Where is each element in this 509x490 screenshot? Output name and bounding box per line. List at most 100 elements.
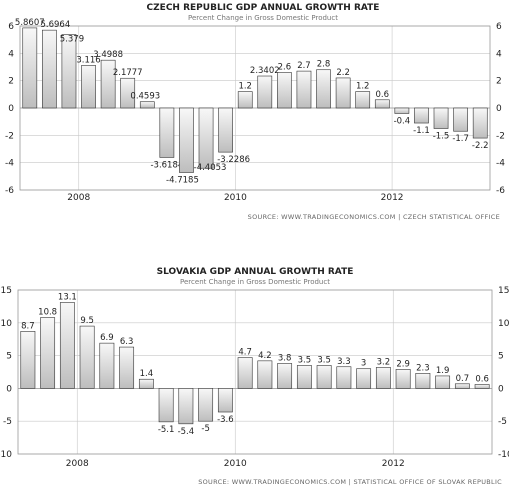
data-label: 3.116 bbox=[76, 55, 100, 65]
data-label: 5.6964 bbox=[41, 20, 71, 30]
y-tick-label-left: 10 bbox=[1, 319, 13, 329]
bar bbox=[20, 331, 36, 389]
data-label: 2.8 bbox=[317, 60, 331, 70]
bar bbox=[474, 384, 490, 389]
y-tick-label-right: -4 bbox=[496, 159, 505, 169]
x-tick-label: 2010 bbox=[224, 459, 247, 469]
chart-subtitle: Percent Change in Gross Domestic Product bbox=[180, 278, 330, 286]
bar bbox=[435, 375, 451, 389]
y-tick-label-left: 6 bbox=[8, 22, 14, 32]
bar bbox=[79, 325, 95, 389]
data-label: 0.6 bbox=[475, 374, 489, 384]
data-label: 1.9 bbox=[436, 366, 450, 376]
data-label: 3.5 bbox=[298, 355, 312, 365]
bar bbox=[296, 365, 312, 389]
y-tick-label-right: 15 bbox=[498, 286, 509, 296]
bar bbox=[22, 27, 38, 109]
bar bbox=[316, 69, 331, 109]
bar bbox=[61, 34, 77, 109]
bar bbox=[335, 77, 351, 109]
bar bbox=[414, 107, 429, 124]
data-label: -4.4053 bbox=[194, 163, 227, 173]
data-label: -1.5 bbox=[433, 132, 450, 142]
data-label: -5.1 bbox=[158, 425, 175, 435]
data-label: 1.4 bbox=[140, 369, 154, 379]
plot-frame bbox=[19, 25, 491, 191]
data-label: 9.5 bbox=[80, 316, 94, 326]
data-label: 0.6 bbox=[376, 90, 390, 100]
source-note: SOURCE: WWW.TRADINGECONOMICS.COM | CZECH… bbox=[248, 213, 500, 221]
y-tick-label-right: 2 bbox=[496, 77, 502, 87]
data-label: -5 bbox=[201, 424, 209, 434]
bar bbox=[217, 388, 233, 413]
y-tick-label-left: -10 bbox=[0, 450, 12, 460]
y-tick-label-right: -6 bbox=[496, 186, 505, 196]
bar bbox=[159, 107, 175, 158]
data-label: 10.8 bbox=[38, 308, 57, 318]
source-note: SOURCE: WWW.TRADINGECONOMICS.COM | STATI… bbox=[198, 478, 502, 486]
data-label: 3.3 bbox=[337, 357, 351, 367]
y-tick-label-left: -5 bbox=[3, 417, 12, 427]
bar bbox=[178, 388, 194, 425]
data-label: 5.379 bbox=[60, 34, 84, 44]
y-tick-label-right: 10 bbox=[498, 319, 509, 329]
data-label: 5.8607 bbox=[15, 18, 45, 28]
data-label: 13.1 bbox=[58, 292, 77, 302]
data-label: 0.7 bbox=[456, 374, 470, 384]
data-label: 3.4988 bbox=[93, 50, 123, 60]
bar bbox=[179, 107, 194, 173]
data-label: -3.6184 bbox=[150, 160, 183, 170]
data-label: 4.7 bbox=[238, 348, 252, 358]
y-tick-label-left: 0 bbox=[8, 104, 14, 114]
data-label: 2.6 bbox=[278, 62, 292, 72]
data-label: 3.8 bbox=[278, 353, 292, 363]
data-label: -3.6 bbox=[217, 415, 234, 425]
czech-gdp-chart: CZECH REPUBLIC GDP ANNUAL GROWTH RATE Pe… bbox=[5, 3, 505, 221]
bar bbox=[355, 91, 371, 109]
y-tick-label-left: 4 bbox=[8, 49, 14, 59]
x-tick-label: 2012 bbox=[382, 459, 405, 469]
plot-frame bbox=[17, 289, 493, 455]
y-tick-label-right: -5 bbox=[498, 417, 507, 427]
data-label: 1.2 bbox=[238, 82, 252, 92]
data-label: 2.3402 bbox=[250, 66, 280, 76]
y-tick-label-right: 0 bbox=[496, 104, 502, 114]
data-label: 2.2 bbox=[336, 68, 350, 78]
bar bbox=[40, 317, 56, 389]
bar bbox=[375, 367, 391, 389]
x-tick-label: 2008 bbox=[66, 459, 89, 469]
bar bbox=[316, 365, 332, 389]
y-tick-label-right: 4 bbox=[496, 49, 502, 59]
y-tick-label-left: 0 bbox=[6, 384, 12, 394]
bar bbox=[415, 373, 431, 389]
x-tick-label: 2012 bbox=[381, 193, 404, 203]
bar bbox=[81, 65, 96, 109]
data-label: 6.9 bbox=[100, 333, 114, 343]
data-label: 2.1777 bbox=[113, 68, 143, 78]
bar bbox=[395, 369, 411, 389]
y-tick-label-right: -10 bbox=[498, 450, 509, 460]
x-tick-label: 2008 bbox=[67, 193, 90, 203]
x-tick-label: 2010 bbox=[224, 193, 247, 203]
y-tick-label-left: -2 bbox=[5, 131, 14, 141]
bar bbox=[277, 72, 292, 109]
data-label: -3.2286 bbox=[217, 155, 250, 165]
chart-title: CZECH REPUBLIC GDP ANNUAL GROWTH RATE bbox=[147, 3, 380, 13]
data-label: -1.7 bbox=[452, 134, 469, 144]
y-tick-label-left: -4 bbox=[5, 159, 14, 169]
bar bbox=[218, 107, 233, 153]
data-label: 8.7 bbox=[21, 321, 35, 331]
data-label: -5.4 bbox=[178, 427, 195, 437]
bar bbox=[257, 360, 273, 389]
bar bbox=[198, 107, 214, 169]
bar bbox=[198, 388, 214, 422]
data-label: 2.3 bbox=[416, 363, 430, 373]
data-label: 4.2 bbox=[258, 351, 272, 361]
bar bbox=[158, 388, 174, 423]
chart-title: SLOVAKIA GDP ANNUAL GROWTH RATE bbox=[157, 267, 354, 277]
slovakia-gdp-chart: SLOVAKIA GDP ANNUAL GROWTH RATE Percent … bbox=[0, 267, 509, 486]
bar bbox=[237, 91, 253, 109]
y-tick-label-left: 5 bbox=[6, 352, 12, 362]
